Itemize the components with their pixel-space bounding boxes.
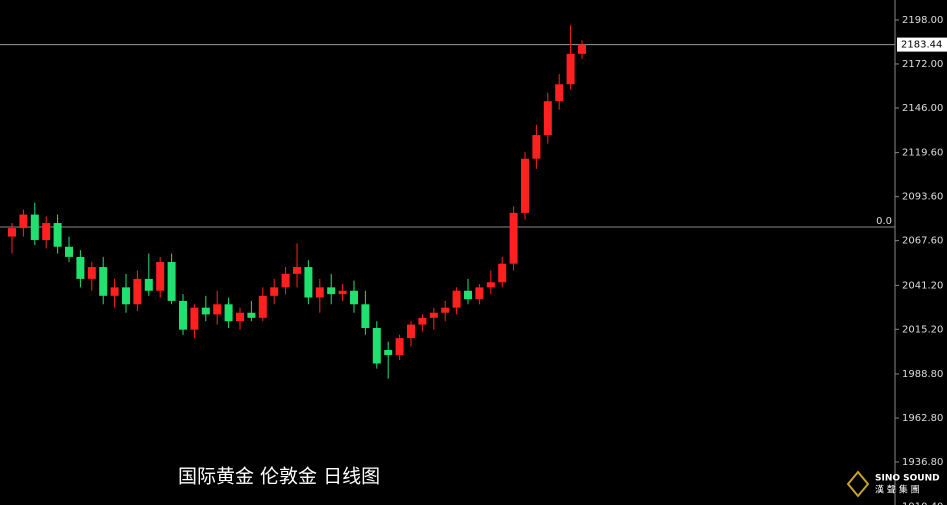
candle-body [429,312,438,318]
caption: 国际黄金 伦敦金 日线图 [178,466,380,488]
candle-body [475,287,484,300]
candle-body [87,267,96,279]
candle-body [418,317,427,325]
candle-body [8,228,16,237]
candle-body [201,307,210,315]
candle-body [293,267,301,274]
logo-icon [846,470,870,498]
candle-body [236,312,244,322]
y-tick-label: 2146.00 [902,103,943,114]
candle-body [350,290,358,305]
candle-body [521,158,529,213]
candle-body [532,135,541,159]
candle-body [384,349,393,356]
y-tick-label: 2119.60 [902,148,943,159]
y-tick-label: 2093.60 [902,192,943,203]
y-tick-label: 2015.20 [902,324,943,335]
candle-body [144,278,153,291]
y-tick-label: 2172.00 [902,59,943,70]
candle-body [99,267,108,296]
candle-body [65,246,73,257]
y-tick-label: 1988.80 [902,369,943,380]
candle-body [224,304,233,322]
y-tick-label: 1962.80 [902,413,943,424]
candle-body [281,273,290,288]
candle-body [464,290,472,300]
candle-body [179,300,187,330]
brand-subtitle: 漢 聲 集 團 [875,484,920,496]
candle-body [327,287,336,295]
last-price-label: 2183.44 [901,40,942,51]
y-tick-label: 1910.40 [902,502,943,505]
candle-body [167,261,176,301]
candle-body [76,256,85,279]
candle-body [19,214,28,229]
candle-body [270,287,279,296]
candle-body [42,223,51,240]
candle-body [258,295,267,318]
candle-body [213,304,222,315]
y-tick-label: 2041.20 [902,280,943,291]
candle-body [486,282,495,288]
candle-body [361,304,370,328]
candle-body [338,290,347,295]
candle-body [555,84,564,102]
candle-body [53,223,62,247]
candle-body [498,263,507,283]
y-tick-label: 1936.80 [902,457,943,468]
candle-body [304,267,313,298]
candle-body [247,312,256,318]
y-tick-label: 2067.60 [902,236,943,247]
candle-body [441,307,450,313]
candle-body [190,307,199,330]
candle-body [395,338,404,356]
candle-body [30,214,39,240]
candle-body [407,324,415,339]
indicator-zero-label: 0.0 [876,216,892,227]
candle-body [122,287,130,305]
candle-body [566,53,575,85]
candle-body [372,327,381,364]
candle-body [452,290,461,308]
candle-body [509,212,518,264]
candle-body [578,44,586,54]
candle-body [133,278,142,305]
candle-body [110,287,119,296]
brand-name: SINO SOUND [875,474,940,484]
candle-body [543,101,552,136]
candle-body [156,261,165,291]
y-tick-label: 2198.00 [902,15,943,26]
last-price-box [897,37,947,52]
candle-body [315,287,324,298]
